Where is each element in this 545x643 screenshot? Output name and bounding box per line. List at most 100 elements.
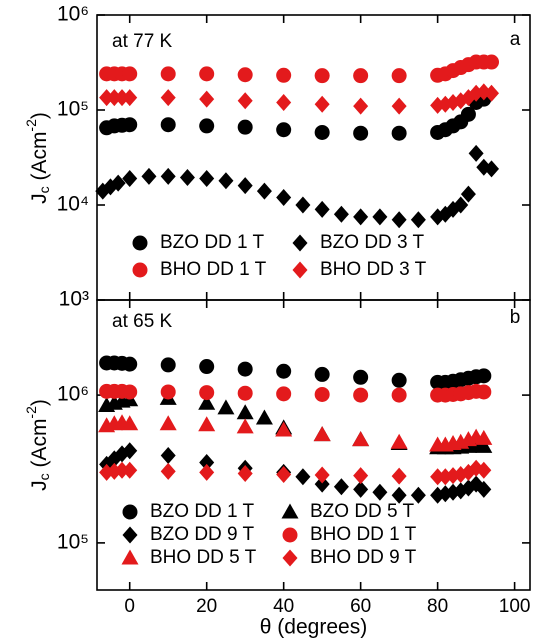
marker-diamond <box>237 177 253 195</box>
marker-diamond <box>160 462 176 480</box>
marker-diamond <box>160 447 176 465</box>
annotation: at 65 K <box>112 311 173 332</box>
series <box>99 459 492 486</box>
x-axis-label: θ (degrees) <box>260 616 367 639</box>
marker-circle <box>314 68 330 84</box>
marker-diamond <box>237 464 253 482</box>
y-tick-label: 10³ <box>59 288 89 311</box>
x-tick-label: 60 <box>350 596 371 617</box>
marker-triangle <box>255 409 273 425</box>
marker-circle <box>122 66 138 82</box>
y-tick-label: 10⁶ <box>57 383 89 406</box>
legend-label: BHO DD 3 T <box>320 259 427 280</box>
marker-diamond <box>391 467 407 485</box>
marker-circle <box>237 385 253 401</box>
plot-frame <box>96 299 531 591</box>
marker-diamond <box>276 93 292 111</box>
marker-circle <box>391 68 407 84</box>
marker-triangle <box>236 418 254 434</box>
legend-label: BHO DD 5 T <box>150 547 257 568</box>
marker-triangle <box>198 394 216 410</box>
marker-diamond <box>484 160 500 178</box>
marker-diamond <box>353 467 369 485</box>
legend-label: BHO DD 1 T <box>310 524 417 545</box>
marker-triangle <box>121 415 139 431</box>
marker-diamond <box>295 196 311 214</box>
marker-diamond <box>160 167 176 185</box>
series <box>98 414 493 452</box>
marker-triangle <box>217 399 235 415</box>
marker-diamond <box>282 549 298 567</box>
marker-circle <box>353 369 369 385</box>
marker-diamond <box>199 90 215 108</box>
marker-circle <box>199 385 215 401</box>
marker-diamond <box>314 475 330 493</box>
series <box>99 355 492 390</box>
marker-diamond <box>122 461 138 479</box>
marker-circle <box>391 387 407 403</box>
marker-triangle <box>121 549 139 565</box>
y-axis-label-part: c <box>36 473 52 480</box>
x-tick-label: 100 <box>499 596 531 617</box>
marker-diamond <box>430 468 446 486</box>
series <box>95 144 500 229</box>
marker-circle <box>237 67 253 83</box>
marker-circle <box>122 356 138 372</box>
marker-triangle <box>313 426 331 442</box>
marker-triangle <box>159 415 177 431</box>
marker-diamond <box>292 234 308 252</box>
marker-circle <box>314 386 330 402</box>
marker-diamond <box>99 89 115 107</box>
series <box>99 442 492 504</box>
marker-triangle <box>236 404 254 420</box>
y-axis-label-part: -2 <box>23 119 39 132</box>
marker-circle <box>484 54 500 70</box>
series <box>99 54 500 84</box>
y-axis-label-part: (Acm <box>28 419 51 474</box>
marker-diamond <box>160 89 176 107</box>
marker-triangle <box>390 433 408 449</box>
marker-circle <box>199 66 215 82</box>
marker-diamond <box>353 208 369 226</box>
marker-diamond <box>372 483 388 501</box>
marker-circle <box>282 527 298 543</box>
legend-label: BZO DD 1 T <box>160 232 265 253</box>
marker-diamond <box>410 211 426 229</box>
marker-diamond <box>276 188 292 206</box>
y-axis-label-part: J <box>28 193 51 204</box>
marker-diamond <box>453 196 469 214</box>
marker-circle <box>122 117 138 133</box>
marker-circle <box>160 357 176 373</box>
marker-diamond <box>476 461 492 479</box>
marker-triangle <box>352 431 370 447</box>
marker-diamond <box>141 167 157 185</box>
marker-diamond <box>314 466 330 484</box>
plot-frame <box>96 14 531 301</box>
marker-circle <box>160 384 176 400</box>
marker-diamond <box>199 463 215 481</box>
marker-diamond <box>199 453 215 471</box>
marker-diamond <box>199 170 215 188</box>
marker-diamond <box>484 84 500 102</box>
y-axis-label-part: c <box>36 186 52 193</box>
marker-circle <box>122 384 138 400</box>
panel-label: a <box>510 29 521 50</box>
marker-diamond <box>391 211 407 229</box>
marker-circle <box>314 124 330 140</box>
x-tick-label: 0 <box>124 596 135 617</box>
marker-diamond <box>122 170 138 188</box>
marker-circle <box>237 361 253 377</box>
marker-circle <box>122 504 138 520</box>
marker-circle <box>353 125 369 141</box>
marker-triangle <box>281 503 299 519</box>
marker-diamond <box>114 461 130 479</box>
marker-diamond <box>106 89 122 107</box>
panel: 10⁵ 10⁶ 0 20 40 60 80 100 θ (degrees) Jc (Acm-2) a… <box>23 299 531 639</box>
marker-triangle <box>275 421 293 437</box>
x-tick-label: 40 <box>273 596 294 617</box>
marker-circle <box>199 359 215 375</box>
marker-circle <box>391 125 407 141</box>
y-axis-label: Jc (Acm-2) <box>23 112 52 204</box>
marker-triangle <box>198 416 216 432</box>
